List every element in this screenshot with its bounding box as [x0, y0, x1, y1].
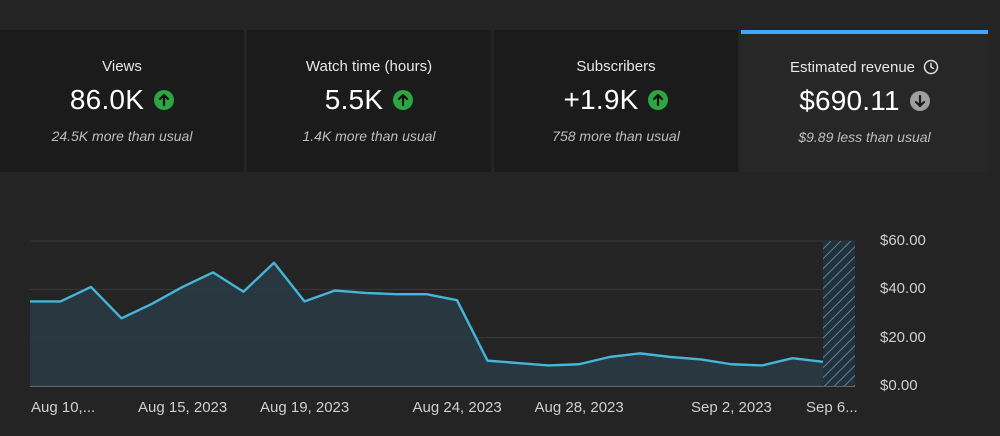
y-tick-label: $60.00 — [880, 232, 926, 249]
tab-label: Watch time (hours) — [305, 58, 433, 75]
tab-subscribers[interactable]: Subscribers +1.9K 758 more than usual — [494, 30, 738, 172]
tab-value: +1.9K — [563, 84, 639, 115]
revenue-line[interactable] — [30, 261, 824, 367]
arrow-up-icon — [154, 90, 175, 110]
arrow-up-icon — [393, 90, 414, 110]
clock-icon[interactable] — [923, 59, 939, 75]
tab-value: 5.5K — [324, 84, 384, 115]
tab-comparison: 1.4K more than usual — [302, 128, 436, 144]
x-tick-label: Aug 28, 2023 — [534, 399, 624, 416]
tab-estimated-revenue[interactable]: Estimated revenue $690.11 $9.89 less tha… — [741, 30, 988, 172]
x-tick-label: Sep 2, 2023 — [691, 399, 772, 416]
y-tick-label: $0.00 — [880, 377, 918, 394]
tab-comparison: 758 more than usual — [552, 128, 680, 144]
tab-label: Estimated revenue — [741, 59, 988, 76]
revenue-area — [30, 262, 823, 386]
tab-label-text: Estimated revenue — [789, 59, 916, 76]
tab-comparison: $9.89 less than usual — [798, 129, 931, 145]
tab-label: Subscribers — [576, 58, 656, 75]
revenue-chart: $0.00 $20.00 $40.00 $60.00 Aug 10,... Aug 15… — [0, 220, 1000, 436]
y-tick-label: $40.00 — [880, 280, 926, 298]
incomplete-data-region[interactable] — [823, 241, 855, 386]
arrow-up-icon — [648, 90, 669, 110]
x-tick-label: Aug 10,... — [31, 399, 96, 416]
y-tick-label: $20.00 — [880, 328, 926, 346]
tab-value: 86.0K — [69, 84, 145, 115]
tab-label: Views — [102, 58, 142, 75]
metric-tabs: Views 86.0K 24.5K more than usual Watch … — [0, 30, 988, 172]
x-tick-label: Aug 19, 2023 — [260, 399, 350, 416]
x-tick-label: Aug 24, 2023 — [412, 399, 502, 416]
tab-comparison: 24.5K more than usual — [51, 128, 193, 144]
x-tick-label: Sep 6... — [806, 399, 858, 416]
chart-canvas — [30, 240, 855, 387]
x-tick-label: Aug 15, 2023 — [138, 399, 228, 416]
tab-value: $690.11 — [799, 85, 900, 116]
tab-watch-time[interactable]: Watch time (hours) 5.5K 1.4K more than u… — [247, 30, 491, 172]
tab-views[interactable]: Views 86.0K 24.5K more than usual — [0, 30, 244, 172]
arrow-down-icon — [909, 91, 930, 111]
